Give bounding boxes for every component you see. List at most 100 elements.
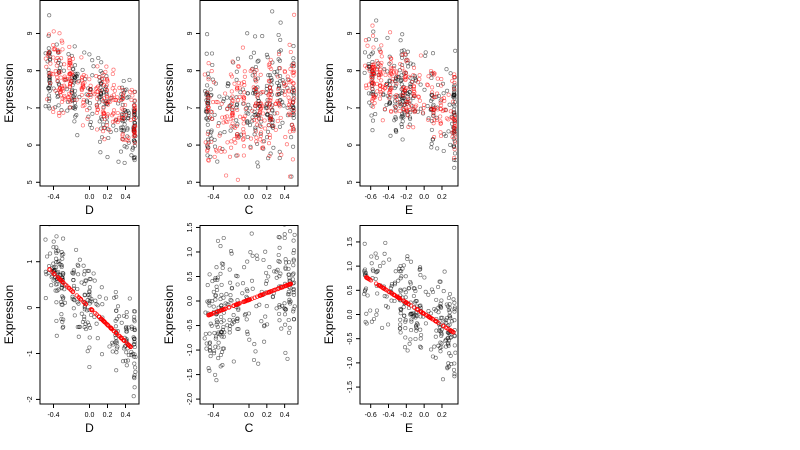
data-point-black bbox=[235, 274, 240, 279]
data-point-black bbox=[368, 308, 373, 313]
data-point-red bbox=[254, 68, 259, 73]
data-point-red bbox=[207, 95, 212, 100]
data-point-red bbox=[235, 85, 240, 90]
data-point-black bbox=[75, 324, 80, 330]
data-point-black bbox=[205, 122, 210, 127]
data-point-red bbox=[241, 153, 246, 158]
data-point-red bbox=[275, 74, 280, 79]
data-point-red bbox=[292, 96, 297, 101]
data-point-black bbox=[422, 275, 427, 280]
data-point-red bbox=[86, 93, 91, 98]
data-point-red bbox=[243, 106, 248, 112]
data-point-black bbox=[83, 278, 88, 283]
fitted-point bbox=[396, 295, 402, 301]
y-tick-label: 1.0 bbox=[347, 261, 354, 271]
data-point-red bbox=[439, 77, 444, 82]
data-point-black bbox=[426, 292, 431, 297]
y-tick-label: 6 bbox=[347, 143, 354, 147]
data-point-red bbox=[369, 80, 374, 85]
data-point-black bbox=[276, 84, 282, 89]
data-point-black bbox=[393, 127, 398, 133]
data-point-black bbox=[120, 102, 125, 107]
data-point-black bbox=[87, 285, 92, 290]
data-point-black bbox=[367, 100, 372, 105]
data-point-red bbox=[374, 58, 379, 63]
data-point-black bbox=[277, 124, 282, 129]
data-point-black bbox=[398, 276, 403, 281]
data-point-black bbox=[206, 366, 211, 371]
data-point-red bbox=[417, 98, 422, 103]
data-point-red bbox=[406, 100, 411, 105]
data-point-black bbox=[389, 281, 394, 287]
fitted-point bbox=[418, 309, 424, 315]
data-point-black bbox=[209, 323, 214, 328]
data-point-red bbox=[46, 50, 52, 55]
data-point-red bbox=[103, 69, 108, 74]
data-point-black bbox=[447, 291, 453, 297]
data-point-red bbox=[452, 155, 457, 160]
data-point-black bbox=[291, 250, 296, 256]
data-point-red bbox=[217, 133, 222, 138]
data-point-black bbox=[82, 325, 87, 330]
data-point-red bbox=[67, 72, 72, 77]
data-point-black bbox=[87, 335, 92, 340]
data-point-black bbox=[205, 32, 210, 37]
data-point-red bbox=[258, 72, 263, 77]
data-point-black bbox=[71, 283, 77, 288]
data-point-black bbox=[394, 129, 399, 134]
data-point-black bbox=[209, 51, 215, 56]
data-point-black bbox=[114, 316, 119, 321]
data-point-black bbox=[124, 363, 129, 368]
data-point-red bbox=[403, 58, 408, 63]
data-point-red bbox=[394, 81, 399, 86]
data-point-black bbox=[53, 282, 59, 287]
data-point-black bbox=[113, 324, 118, 329]
data-point-black bbox=[405, 49, 410, 54]
data-point-black bbox=[267, 265, 272, 270]
data-point-red bbox=[275, 91, 280, 96]
data-point-black bbox=[224, 292, 229, 297]
data-point-black bbox=[221, 235, 226, 241]
data-point-black bbox=[132, 319, 137, 324]
data-point-red bbox=[286, 89, 291, 94]
data-point-black bbox=[250, 286, 255, 291]
data-point-black bbox=[121, 346, 126, 351]
data-point-red bbox=[242, 83, 247, 88]
data-point-black bbox=[262, 339, 267, 344]
data-point-red bbox=[417, 73, 422, 78]
data-point-black bbox=[61, 295, 66, 300]
data-point-black bbox=[228, 280, 233, 285]
data-point-black bbox=[66, 52, 71, 57]
data-point-red bbox=[105, 102, 110, 107]
data-point-black bbox=[291, 317, 296, 322]
data-point-black bbox=[452, 95, 457, 100]
data-point-black bbox=[286, 330, 292, 335]
data-point-red bbox=[248, 136, 254, 141]
data-point-black bbox=[426, 116, 431, 121]
data-point-red bbox=[110, 119, 115, 124]
data-point-black bbox=[397, 269, 402, 274]
data-point-black bbox=[398, 38, 403, 43]
data-point-black bbox=[92, 314, 97, 320]
data-point-black bbox=[291, 288, 296, 293]
data-point-black bbox=[409, 317, 414, 322]
data-point-red bbox=[282, 89, 288, 94]
data-point-black bbox=[51, 278, 56, 283]
data-point-red bbox=[229, 139, 234, 144]
data-point-black bbox=[221, 324, 226, 330]
data-point-black bbox=[411, 293, 416, 299]
data-point-black bbox=[208, 87, 213, 92]
data-point-black bbox=[374, 37, 379, 42]
data-point-black bbox=[227, 330, 232, 335]
data-point-black bbox=[388, 133, 393, 138]
data-point-red bbox=[446, 92, 451, 97]
scatter-panel-5: -0.4 0.0 0.2 0.4 -2.0 -1.5 -1.0 -0.5 0.0 0.5 1.0 1.… bbox=[162, 222, 299, 435]
plot-frame bbox=[359, 0, 459, 187]
data-point-black bbox=[87, 299, 92, 304]
data-point-black bbox=[114, 294, 119, 299]
data-point-black bbox=[53, 288, 58, 293]
data-point-red bbox=[426, 117, 431, 122]
data-point-black bbox=[264, 52, 269, 57]
data-point-black bbox=[47, 13, 52, 18]
data-point-black bbox=[418, 327, 423, 332]
